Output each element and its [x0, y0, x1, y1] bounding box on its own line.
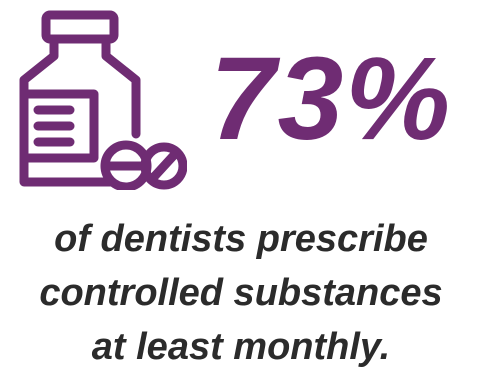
- caption-line-1: of dentists prescribe: [54, 218, 428, 260]
- pill-bottle-icon: [19, 10, 187, 190]
- caption-line-2: controlled substances: [39, 272, 443, 314]
- stat-value: 73%: [210, 33, 453, 165]
- caption: of dentists prescribe controlled substan…: [0, 212, 482, 374]
- caption-line-3: at least monthly.: [91, 326, 391, 368]
